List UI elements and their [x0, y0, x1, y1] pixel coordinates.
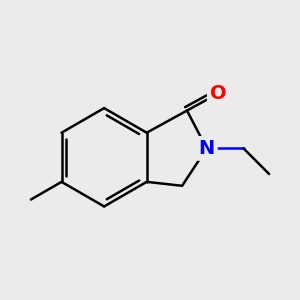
Text: O: O: [210, 84, 226, 103]
Text: N: N: [199, 139, 215, 158]
